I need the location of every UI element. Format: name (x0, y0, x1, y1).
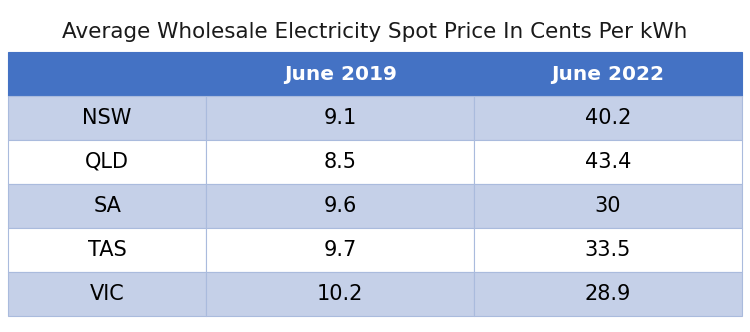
Text: 28.9: 28.9 (585, 284, 632, 304)
Text: 9.7: 9.7 (323, 240, 357, 260)
Bar (8, 228, 206, 272)
Bar (206, 96, 474, 140)
Bar (8, 140, 206, 184)
Bar (206, 272, 474, 316)
Text: 8.5: 8.5 (324, 152, 357, 172)
Text: 30: 30 (595, 196, 621, 216)
Bar (206, 228, 474, 272)
Bar (474, 184, 742, 228)
Text: SA: SA (93, 196, 121, 216)
Bar (8, 52, 206, 96)
Text: Average Wholesale Electricity Spot Price In Cents Per kWh: Average Wholesale Electricity Spot Price… (62, 22, 688, 42)
Text: 40.2: 40.2 (585, 108, 632, 128)
Bar (8, 96, 206, 140)
Text: 43.4: 43.4 (585, 152, 632, 172)
Bar (474, 272, 742, 316)
Text: 33.5: 33.5 (585, 240, 632, 260)
Text: TAS: TAS (88, 240, 127, 260)
Text: QLD: QLD (85, 152, 129, 172)
Bar (474, 140, 742, 184)
Bar (206, 184, 474, 228)
Text: 9.6: 9.6 (323, 196, 357, 216)
Bar (474, 228, 742, 272)
Bar (206, 140, 474, 184)
Bar (206, 52, 474, 96)
Bar (474, 52, 742, 96)
Text: VIC: VIC (90, 284, 124, 304)
Text: June 2022: June 2022 (551, 64, 664, 84)
Text: June 2019: June 2019 (284, 64, 397, 84)
Bar (8, 272, 206, 316)
Text: NSW: NSW (82, 108, 132, 128)
Bar (8, 184, 206, 228)
Text: 9.1: 9.1 (323, 108, 357, 128)
Text: 10.2: 10.2 (317, 284, 363, 304)
Bar (474, 96, 742, 140)
